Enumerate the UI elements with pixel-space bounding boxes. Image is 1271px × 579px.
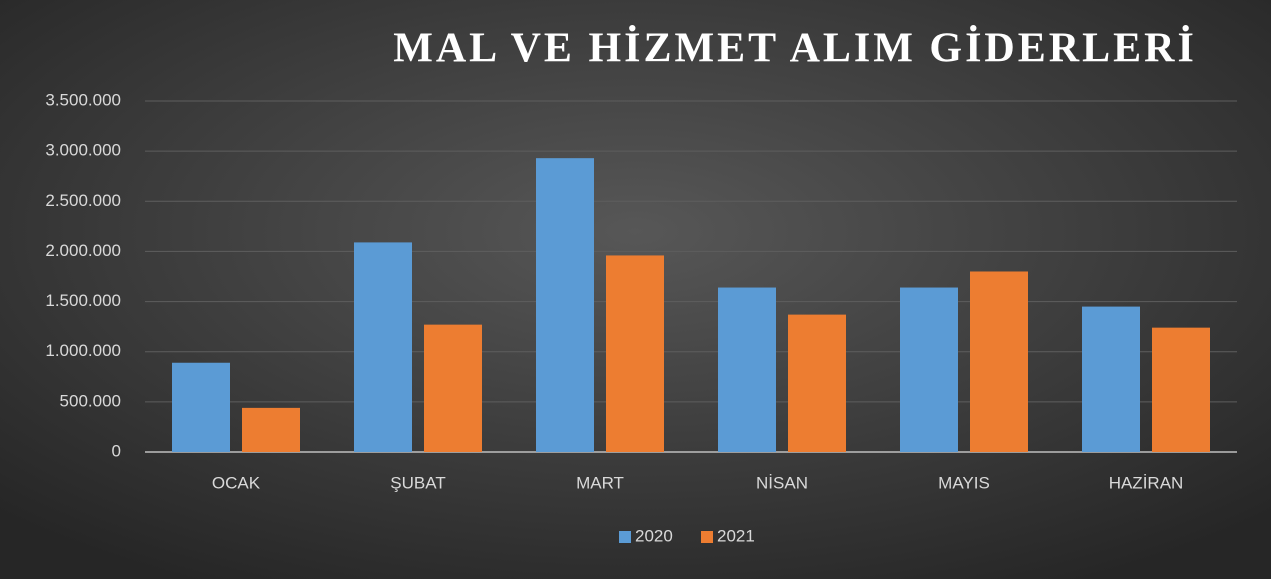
x-tick-label: MAYIS xyxy=(938,473,990,492)
x-tick-label: OCAK xyxy=(212,473,261,492)
y-tick-label: 0 xyxy=(112,441,121,460)
y-tick-label: 1.000.000 xyxy=(45,341,121,360)
bar xyxy=(606,255,664,452)
bar xyxy=(242,407,300,452)
y-tick-label: 1.500.000 xyxy=(45,291,121,310)
y-tick-label: 3.500.000 xyxy=(45,90,121,109)
x-tick-label: HAZİRAN xyxy=(1109,473,1184,492)
y-tick-label: 2.500.000 xyxy=(45,191,121,210)
bar xyxy=(718,287,776,452)
bar xyxy=(536,158,594,453)
y-tick-label: 3.000.000 xyxy=(45,141,121,160)
legend-swatch xyxy=(701,531,713,543)
x-tick-label: NİSAN xyxy=(756,473,808,492)
legend-label: 2021 xyxy=(717,526,755,545)
bar xyxy=(900,287,958,452)
bar xyxy=(970,271,1028,452)
x-tick-label: ŞUBAT xyxy=(390,473,445,492)
bar xyxy=(1082,306,1140,452)
bar xyxy=(424,324,482,452)
x-tick-label: MART xyxy=(576,473,624,492)
y-tick-label: 2.000.000 xyxy=(45,241,121,260)
chart-title: MAL VE HİZMET ALIM GİDERLERİ xyxy=(393,25,1197,72)
legend-swatch xyxy=(619,531,631,543)
y-tick-label: 500.000 xyxy=(60,391,121,410)
bar xyxy=(172,362,230,452)
bar xyxy=(788,314,846,452)
bar xyxy=(354,242,412,452)
legend-label: 2020 xyxy=(635,526,673,545)
bar xyxy=(1152,327,1210,452)
